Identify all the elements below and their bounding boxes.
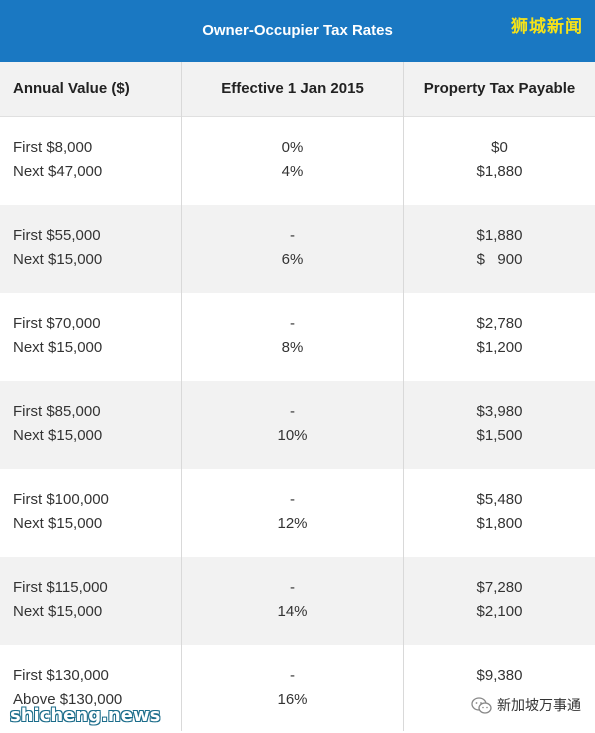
table-row: First $8,000 Next $47,000 0% 4% $0 $1,880 (0, 117, 595, 205)
watermark-bottom-left: shicheng.news (10, 705, 161, 726)
annual-value-next: Next $15,000 (13, 427, 103, 444)
tax-payable-next: $1,500 (476, 427, 523, 444)
tax-payable-first: $9,380 (476, 667, 523, 684)
tax-payable-next: $1,800 (476, 515, 523, 532)
rate-first: 0% (281, 139, 304, 156)
annual-value-first: First $8,000 (13, 139, 93, 156)
rate-next: 10% (277, 427, 308, 444)
table-title: Owner-Occupier Tax Rates (202, 22, 393, 39)
table-row: First $130,000 Above $130,000 - 16% $9,380 (0, 645, 595, 733)
tax-payable-next: $1,880 (476, 163, 523, 180)
annual-value-first: First $70,000 (13, 315, 101, 332)
annual-value-first: First $130,000 (13, 667, 109, 684)
annual-value-next: Next $15,000 (13, 515, 103, 532)
rate-next: 14% (277, 603, 308, 620)
tax-payable-next: $ 900 (476, 251, 523, 268)
title-bar: Owner-Occupier Tax Rates 狮城新闻 (0, 0, 595, 62)
annual-value-first: First $55,000 (13, 227, 101, 244)
rate-first: - (290, 403, 295, 420)
rate-first: - (290, 491, 295, 508)
annual-value-first: First $100,000 (13, 491, 109, 508)
table-row: First $55,000 Next $15,000 - 6% $1,880 $ 900 (0, 205, 595, 293)
annual-value-next: Next $47,000 (13, 163, 103, 180)
rate-next: 6% (281, 251, 304, 268)
rate-next: 8% (281, 339, 304, 356)
tax-payable-next: $1,200 (476, 339, 523, 356)
table-row: First $115,000 Next $15,000 - 14% $7,280 $2,1… (0, 557, 595, 645)
rate-first: - (290, 227, 295, 244)
tax-payable-first: $2,780 (476, 315, 523, 332)
column-header-tax-payable: Property Tax Payable (423, 80, 576, 97)
rate-first: - (290, 667, 295, 684)
watermark-bottom-right: 新加坡万事通 (471, 694, 581, 718)
watermark-top-right: 狮城新闻 (511, 17, 583, 37)
column-divider (181, 62, 182, 731)
annual-value-next: Next $15,000 (13, 339, 103, 356)
table-header-row: Annual Value ($) Effective 1 Jan 2015 Pr… (0, 62, 595, 117)
annual-value-first: First $115,000 (13, 579, 108, 596)
tax-payable-first: $7,280 (476, 579, 523, 596)
rate-next: 12% (277, 515, 308, 532)
column-header-effective-rate: Effective 1 Jan 2015 (221, 80, 364, 97)
rate-next: 4% (281, 163, 304, 180)
rate-next: 16% (277, 691, 308, 708)
rate-first: - (290, 579, 295, 596)
tax-payable-first: $3,980 (476, 403, 523, 420)
annual-value-next: Next $15,000 (13, 251, 103, 268)
annual-value-next: Next $15,000 (13, 603, 103, 620)
column-header-annual-value: Annual Value ($) (13, 80, 130, 97)
tax-payable-first: $5,480 (476, 491, 523, 508)
tax-payable-first: $0 (491, 139, 508, 156)
rate-first: - (290, 315, 295, 332)
tax-payable-next: $2,100 (476, 603, 523, 620)
wechat-icon (471, 697, 492, 714)
table-row: First $70,000 Next $15,000 - 8% $2,780 $1,200 (0, 293, 595, 381)
tax-payable-first: $1,880 (476, 227, 523, 244)
annual-value-first: First $85,000 (13, 403, 101, 420)
table-row: First $100,000 Next $15,000 - 12% $5,480 $1,8… (0, 469, 595, 557)
annual-value-next: Above $130,000 (13, 691, 123, 708)
table-row: First $85,000 Next $15,000 - 10% $3,980 $1,50… (0, 381, 595, 469)
column-divider (403, 62, 404, 731)
watermark-bottom-right-text: 新加坡万事通 (497, 698, 581, 714)
